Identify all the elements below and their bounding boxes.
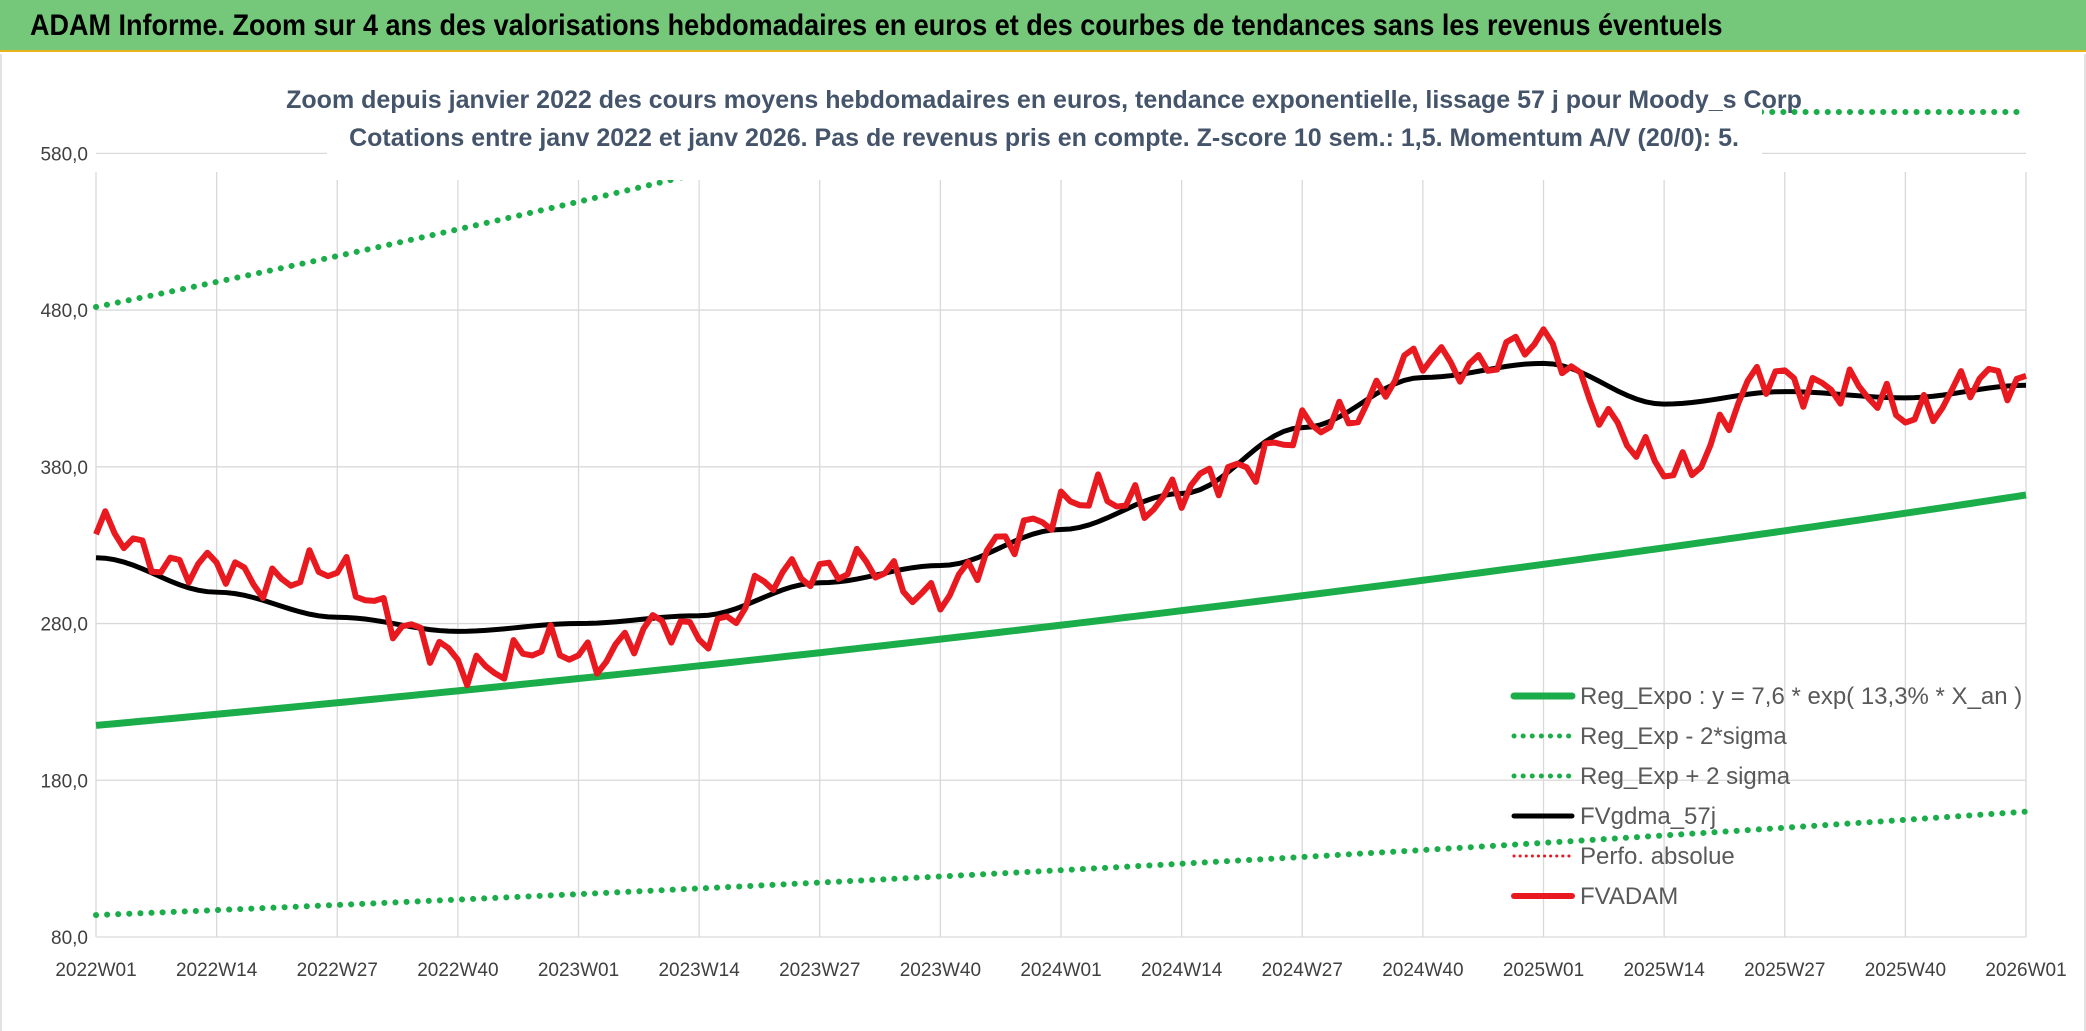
y-tick-label: 580,0 [40,144,88,165]
chart-title: Zoom depuis janvier 2022 des cours moyen… [286,86,1802,114]
x-tick-label: 2025W14 [1623,960,1705,981]
legend-label: FVADAM [1580,883,1678,910]
y-tick-label: 380,0 [40,458,88,479]
y-tick-label: 80,0 [51,928,88,949]
x-tick-label: 2022W27 [297,960,378,981]
axis-layer: 80,0 180,0 280,0 380,0 480,0 580,0 2022W01 2022… [40,144,2066,981]
x-tick-label: 2024W40 [1382,960,1463,981]
legend-label: FVgdma_57j [1580,803,1716,830]
series-reg-exp-minus-2sigma [93,808,2029,919]
title-background [327,76,1762,180]
series-fvadam [93,326,2027,689]
y-tick-label: 480,0 [40,301,88,322]
chart-title-block: Zoom depuis janvier 2022 des cours moyen… [286,76,1802,180]
x-tick-label: 2022W40 [417,960,498,981]
chart-frame: Zoom depuis janvier 2022 des cours moyen… [0,54,2086,1031]
grid-layer [95,152,2027,938]
x-tick-label: 2025W27 [1744,960,1825,981]
x-tick-label: 2023W01 [538,960,619,981]
series-reg-expo [95,491,2027,729]
x-tick-label: 2024W14 [1141,960,1223,981]
x-tick-label: 2023W40 [900,960,981,981]
x-tick-label: 2023W27 [779,960,860,981]
x-tick-label: 2025W40 [1865,960,1946,981]
chart-subtitle: Cotations entre janv 2022 et janv 2026. … [349,124,1739,152]
report-banner: ADAM Informe. Zoom sur 4 ans des valoris… [0,0,2086,52]
x-tick-label: 2024W01 [1020,960,1101,981]
chart-svg: Zoom depuis janvier 2022 des cours moyen… [40,76,2067,981]
legend-label: Reg_Exp - 2*sigma [1580,723,1787,750]
x-tick-label: 2024W27 [1262,960,1343,981]
x-tick-label: 2023W14 [658,960,740,981]
legend-label: Reg_Exp + 2 sigma [1580,763,1791,790]
legend-label: Reg_Expo : y = 7,6 * exp( 13,3% * X_an ) [1580,683,2022,710]
x-tick-label: 2026W01 [1985,960,2066,981]
legend-label: Perfo. absolue [1580,843,1735,870]
report-title: ADAM Informe. Zoom sur 4 ans des valoris… [30,9,1723,42]
y-tick-label: 280,0 [40,615,88,636]
x-tick-label: 2022W14 [176,960,258,981]
legend: Reg_Expo : y = 7,6 * exp( 13,3% * X_an )… [1510,683,2022,910]
x-tick-label: 2022W01 [55,960,136,981]
y-tick-label: 180,0 [40,771,88,792]
x-tick-label: 2025W01 [1503,960,1584,981]
